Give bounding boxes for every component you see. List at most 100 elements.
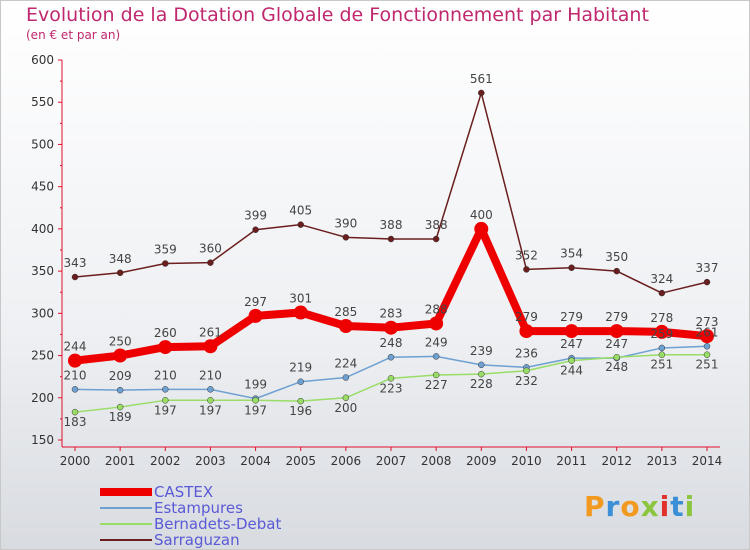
y-tick-label: 550 [31,95,54,109]
data-label-estampures: 247 [560,337,583,351]
data-point-castex [564,324,579,339]
x-tick-label: 2003 [195,454,226,468]
legend-label: Estampures [154,499,243,517]
data-point-castex [203,339,218,354]
data-point-sarraguzan [478,89,485,97]
data-point-estampures [478,361,485,369]
data-label-bernadets-debat: 251 [650,358,673,372]
data-point-castex [519,324,534,339]
logo-letter: t [670,490,685,523]
data-point-sarraguzan [207,259,214,266]
data-point-sarraguzan [613,267,620,275]
data-label-bernadets-debat: 248 [605,360,628,374]
data-point-castex [429,316,444,331]
data-label-estampures: 249 [425,335,448,349]
data-point-bernadets-debat [478,370,485,378]
y-tick-label: 350 [31,264,54,278]
data-point-estampures [71,386,79,393]
data-point-sarraguzan [116,269,124,277]
data-point-estampures [703,343,711,350]
data-point-sarraguzan [432,235,440,243]
x-tick-label: 2014 [692,454,723,468]
data-point-sarraguzan [252,226,259,233]
chart-subtitle: (en € et par an) [26,28,121,42]
data-point-bernadets-debat [613,353,620,361]
data-label-sarraguzan: 360 [199,242,222,256]
data-label-bernadets-debat: 189 [109,410,132,424]
data-point-castex [158,340,173,355]
data-label-castex: 244 [64,340,87,354]
data-label-bernadets-debat: 251 [696,358,719,372]
data-label-estampures: 239 [470,344,493,358]
data-point-bernadets-debat [568,357,575,364]
legend-swatch [100,488,152,496]
data-label-castex: 297 [244,295,267,309]
data-label-sarraguzan: 388 [380,218,403,232]
data-label-bernadets-debat: 232 [515,374,538,388]
data-label-sarraguzan: 348 [109,252,132,266]
data-label-sarraguzan: 399 [244,209,267,223]
data-point-castex [248,308,263,323]
data-point-bernadets-debat [523,367,530,375]
data-label-castex: 250 [109,335,132,349]
data-label-sarraguzan: 350 [605,250,628,264]
data-label-sarraguzan: 343 [64,256,87,270]
data-label-castex: 285 [334,305,357,319]
data-label-estampures: 210 [199,368,222,382]
data-point-castex [700,329,714,344]
data-point-castex [474,221,489,236]
data-point-bernadets-debat [71,408,79,416]
data-point-estampures [116,386,124,394]
y-tick-label: 400 [31,222,54,236]
data-point-bernadets-debat [116,403,124,411]
data-label-bernadets-debat: 196 [289,404,312,418]
data-label-sarraguzan: 390 [334,216,357,230]
data-label-sarraguzan: 405 [289,204,312,218]
data-label-castex: 279 [560,310,583,324]
data-point-estampures [207,386,214,393]
data-label-bernadets-debat: 197 [244,403,267,417]
data-point-sarraguzan [523,266,530,273]
y-tick-label: 150 [31,433,54,447]
x-tick-label: 2010 [511,454,542,468]
data-point-sarraguzan [71,273,79,281]
data-label-bernadets-debat: 200 [334,401,357,415]
data-point-estampures [387,353,395,361]
x-tick-label: 2007 [376,454,407,468]
data-label-estampures: 199 [244,378,267,392]
data-label-sarraguzan: 354 [560,247,583,261]
data-label-sarraguzan: 359 [154,243,177,257]
data-label-castex: 288 [425,302,448,316]
data-point-sarraguzan [568,264,575,271]
logo-letter: x [640,490,660,523]
legend-swatch [100,539,152,541]
data-label-castex: 273 [696,315,719,329]
x-tick-label: 2000 [60,454,91,468]
data-point-sarraguzan [387,235,395,243]
data-point-castex [384,320,398,335]
data-point-bernadets-debat [297,397,304,405]
data-label-castex: 279 [515,310,538,324]
data-point-estampures [658,344,666,352]
data-label-estampures: 236 [515,346,538,360]
data-point-castex [338,319,353,333]
data-label-bernadets-debat: 223 [380,381,403,395]
data-label-bernadets-debat: 197 [154,403,177,417]
data-label-bernadets-debat: 197 [199,403,222,417]
logo-letter: P [584,490,606,523]
data-label-estampures: 247 [605,337,628,351]
legend-swatch [100,507,152,509]
data-point-castex [113,348,128,363]
legend-label: CASTEX [154,483,214,501]
data-label-estampures: 210 [64,368,87,382]
data-point-castex [68,353,82,368]
y-tick-label: 300 [31,306,54,320]
data-label-sarraguzan: 352 [515,248,538,262]
data-label-castex: 400 [470,208,493,222]
data-point-bernadets-debat [703,351,711,358]
y-tick-label: 200 [31,391,54,405]
data-label-estampures: 259 [650,327,673,341]
data-label-castex: 279 [605,310,628,324]
x-tick-label: 2013 [647,454,678,468]
data-label-sarraguzan: 388 [425,218,448,232]
